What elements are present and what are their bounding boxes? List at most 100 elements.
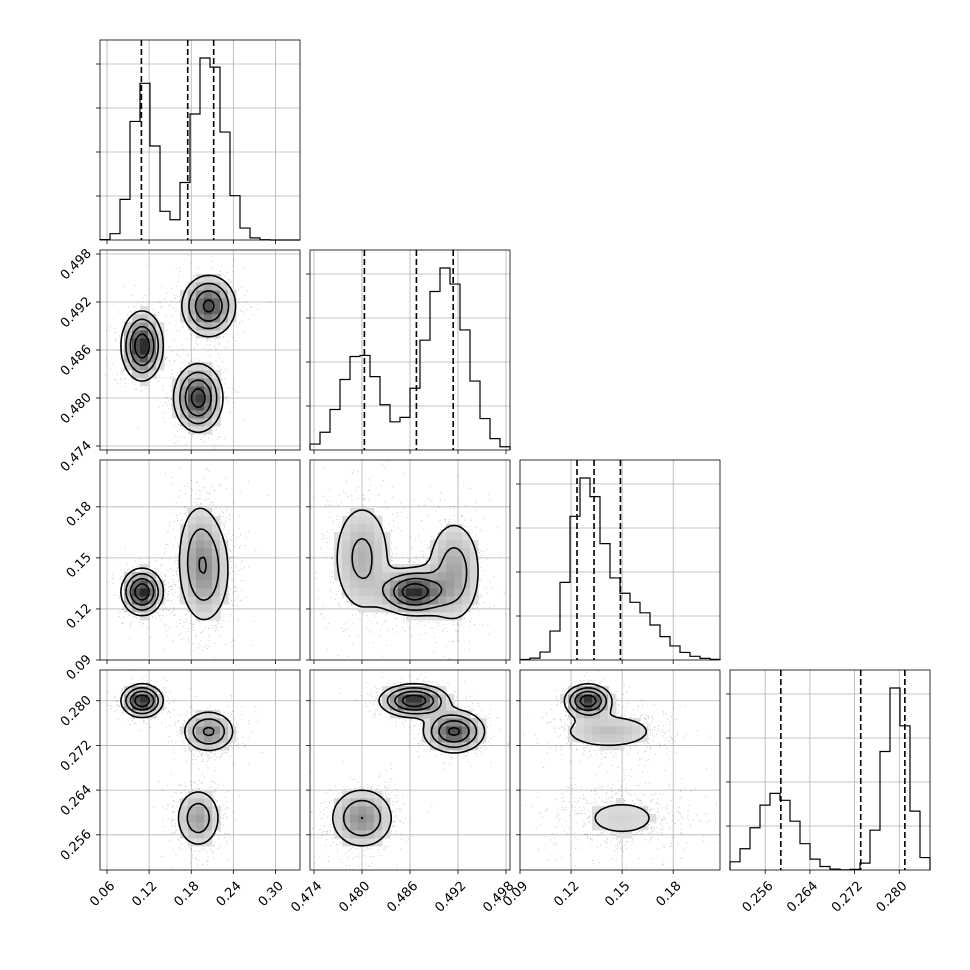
density-cell (398, 572, 407, 581)
density-cell (180, 564, 189, 573)
density-cell (576, 686, 585, 695)
density-cell (470, 588, 479, 597)
density-cell (140, 322, 149, 331)
density-cell (342, 556, 351, 565)
density-cell (414, 694, 423, 703)
density-cell (132, 686, 141, 695)
density-cell (430, 742, 439, 751)
contour-level-1 (342, 687, 478, 837)
density-cell (422, 702, 431, 711)
density-cell (374, 524, 383, 533)
density-cell (366, 516, 375, 525)
density-cell (358, 830, 367, 839)
density-cell (366, 508, 375, 517)
density-cell (334, 572, 343, 581)
density-cell (188, 548, 197, 557)
x-tick-label: 0.18 (653, 879, 684, 910)
density-cell (188, 386, 197, 395)
density-cell (382, 702, 391, 711)
density-cell (454, 524, 463, 533)
density-cell (600, 718, 609, 727)
density-cell (358, 540, 367, 549)
density-cell (624, 726, 633, 735)
density-cell (180, 298, 189, 307)
density-cell (188, 798, 197, 807)
density-cell (366, 838, 375, 847)
density-cell (454, 548, 463, 557)
density-cell (462, 580, 471, 589)
density-cell (374, 830, 383, 839)
density-cell (438, 572, 447, 581)
density-cell (398, 710, 407, 719)
density-cell (470, 556, 479, 565)
density-cell (188, 806, 197, 815)
density-cell (568, 710, 577, 719)
scatter-panel-3-0 (96, 670, 300, 874)
density-cell (156, 580, 165, 589)
density-cell (350, 580, 359, 589)
density-cell (398, 702, 407, 711)
density-cell (374, 572, 383, 581)
density-cell (382, 814, 391, 823)
density-cell (140, 694, 149, 703)
density-cell (422, 694, 431, 703)
density-cell (188, 814, 197, 823)
density-cell (204, 548, 213, 557)
density-cell (196, 822, 205, 831)
x-tick-label: 0.272 (829, 879, 866, 916)
y-tick-label: 0.18 (64, 499, 95, 530)
density-cell (124, 604, 133, 613)
density-cell (374, 540, 383, 549)
x-tick-label: 0.474 (288, 879, 325, 916)
density-cell (600, 742, 609, 751)
density-cell (204, 394, 213, 403)
scatter-panel-2-1 (306, 460, 510, 664)
density-cell (624, 822, 633, 831)
density-cell (204, 604, 213, 613)
density-cell (366, 556, 375, 565)
density-cell (188, 790, 197, 799)
density-cell (366, 806, 375, 815)
contour-level-0 (336, 509, 479, 620)
density-cell (624, 718, 633, 727)
x-tick-label: 0.480 (336, 879, 373, 916)
histogram-step-line (729, 687, 931, 871)
density-cell (204, 370, 213, 379)
density-cell (470, 564, 479, 573)
histogram-step-line (309, 267, 511, 450)
density-cell (140, 338, 149, 347)
x-tick-label: 0.15 (602, 879, 633, 910)
density-cell (196, 548, 205, 557)
density-cell (592, 734, 601, 743)
density-cell (196, 306, 205, 315)
contour-level-3 (134, 694, 151, 708)
density-cell (212, 306, 221, 315)
density-cell (446, 540, 455, 549)
density-cell (140, 346, 149, 355)
density-cell (470, 742, 479, 751)
density-cell (220, 282, 229, 291)
density-cell (220, 580, 229, 589)
density-cell (180, 556, 189, 565)
density-cell (132, 314, 141, 323)
density-cell (414, 596, 423, 605)
density-cell (188, 822, 197, 831)
density-cell (334, 806, 343, 815)
density-cell (358, 508, 367, 517)
density-cell (220, 588, 229, 597)
contour-level-0 (120, 682, 234, 845)
density-cell (390, 596, 399, 605)
density-cell (632, 806, 641, 815)
density-cell (600, 806, 609, 815)
density-cell (414, 572, 423, 581)
density-cell (438, 564, 447, 573)
density-cell (196, 410, 205, 419)
density-cell (204, 726, 213, 735)
density-cell (196, 612, 205, 621)
density-cell (188, 588, 197, 597)
density-cell (156, 702, 165, 711)
density-cell (156, 588, 165, 597)
x-tick-label: 0.486 (384, 879, 421, 916)
density-cell (390, 686, 399, 695)
density-cell (140, 314, 149, 323)
